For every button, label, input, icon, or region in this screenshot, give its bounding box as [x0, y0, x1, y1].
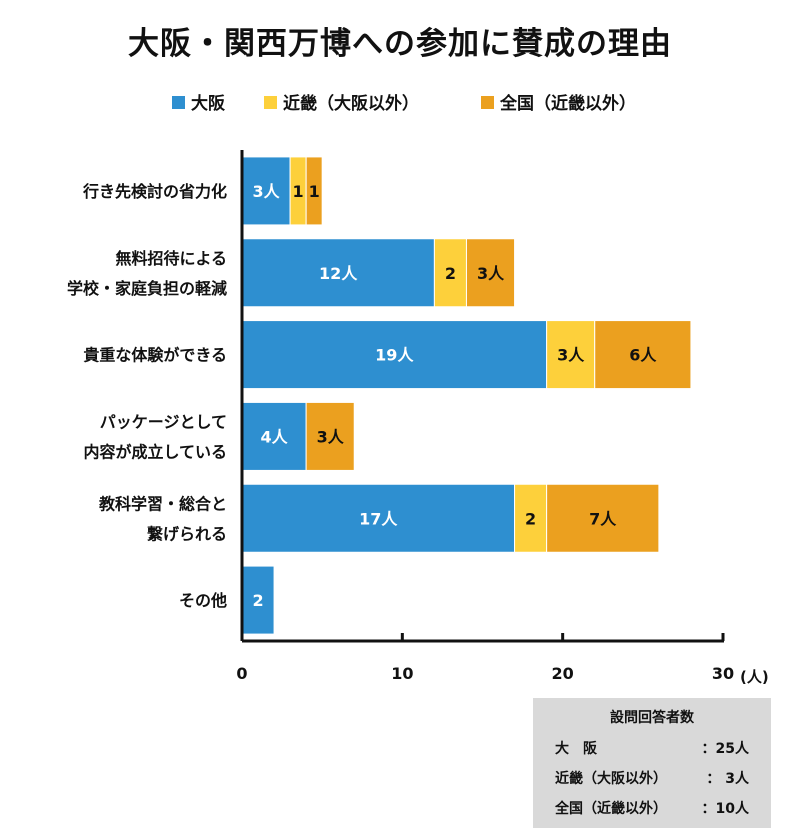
- bar-segment: [241, 401, 307, 471]
- data-label: 7人: [589, 509, 617, 528]
- data-label: 3人: [477, 264, 505, 283]
- legend-label: 大阪: [191, 93, 225, 114]
- legend-swatch: [264, 96, 277, 109]
- respondent-row-national: 全国（近畿以外） ：10人: [533, 798, 771, 818]
- respondent-label: 大 阪: [555, 741, 597, 757]
- data-label: 3人: [557, 346, 585, 365]
- data-label: 6人: [629, 346, 657, 365]
- data-label: 2: [445, 264, 456, 283]
- legend-label: 全国（近畿以外）: [499, 93, 636, 114]
- data-label: 3人: [252, 182, 280, 201]
- respondent-value: ：10人: [701, 801, 749, 817]
- category-label: その他: [179, 591, 227, 610]
- category-label: 無料招待による: [115, 249, 227, 268]
- data-label: 4人: [260, 427, 288, 446]
- category-label: 行き先検討の省力化: [82, 182, 227, 201]
- chart-title: 大阪・関西万博への参加に賛成の理由: [128, 26, 672, 62]
- category-label: 教科学習・総合と: [99, 494, 227, 513]
- bar-segment: [465, 238, 516, 308]
- category-label: 学校・家庭負担の軽減: [67, 279, 227, 298]
- data-label: 19人: [375, 346, 414, 365]
- x-tick-label: 20: [552, 664, 574, 683]
- bar-segment: [594, 320, 692, 390]
- respondent-row-kinki: 近畿（大阪以外） ： 3人: [533, 768, 771, 788]
- bar-segment: [514, 483, 548, 553]
- data-label: 17人: [359, 509, 398, 528]
- x-tick-label: 30: [712, 664, 734, 683]
- respondent-label: 全国（近畿以外）: [555, 801, 667, 817]
- legend-label: 近畿（大阪以外）: [283, 93, 419, 114]
- data-label: 2: [525, 509, 536, 528]
- bar-segment: [305, 156, 323, 226]
- bar-segment: [433, 238, 467, 308]
- bar-segment: [241, 238, 435, 308]
- data-label: 1: [309, 182, 320, 201]
- bar-segment: [241, 320, 548, 390]
- respondent-count-title: 設問回答者数: [610, 710, 694, 726]
- category-label: パッケージとして: [100, 412, 227, 431]
- x-axis-unit: (人): [740, 668, 769, 686]
- category-label: 内容が成立している: [83, 442, 227, 461]
- category-label: 繋げられる: [147, 524, 227, 543]
- legend-swatch: [481, 96, 494, 109]
- data-label: 2: [252, 591, 263, 610]
- respondent-count-box: 設問回答者数 大 阪 ：25人 近畿（大阪以外） ： 3人 全国（近畿以外） ：…: [533, 698, 771, 828]
- data-label: 1: [293, 182, 304, 201]
- x-tick-label: 10: [391, 664, 413, 683]
- respondent-value: ：25人: [701, 741, 749, 757]
- bar-segment: [241, 156, 291, 226]
- bar-segment: [546, 320, 596, 390]
- data-label: 12人: [319, 264, 358, 283]
- category-label: 貴重な体験ができる: [83, 346, 227, 365]
- respondent-value: ： 3人: [706, 771, 749, 787]
- legend-swatch: [172, 96, 185, 109]
- bar-segment: [305, 401, 355, 471]
- respondent-row-osaka: 大 阪 ：25人: [533, 738, 771, 758]
- respondent-label: 近畿（大阪以外）: [555, 771, 667, 787]
- x-tick-label: 0: [236, 664, 247, 683]
- bar-segment: [546, 483, 660, 553]
- bar-segment: [241, 483, 516, 553]
- data-label: 3人: [317, 427, 345, 446]
